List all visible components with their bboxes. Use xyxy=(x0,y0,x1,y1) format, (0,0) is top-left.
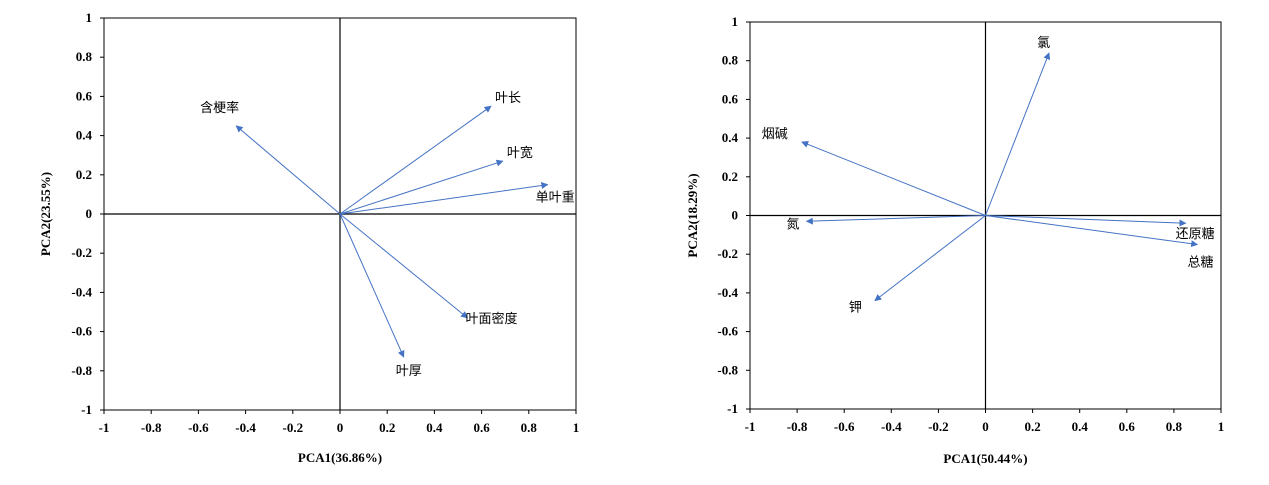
y-tick-label: 1 xyxy=(732,14,739,29)
loading-vector-arrow xyxy=(874,215,986,302)
loading-vector-arrow xyxy=(339,213,405,358)
loading-vector-label: 单叶重 xyxy=(536,190,575,206)
y-tick-label: -0.6 xyxy=(71,324,92,339)
y-tick-label: -0.8 xyxy=(717,362,738,377)
loading-vector-label: 叶长 xyxy=(495,91,521,106)
x-tick-label: 0.2 xyxy=(379,420,395,435)
x-tick-label: -0.4 xyxy=(881,419,902,434)
loading-vector-label: 氮 xyxy=(787,217,800,232)
x-axis-title: PCA1(36.86%) xyxy=(298,450,382,465)
y-tick-label: 0.8 xyxy=(722,53,739,68)
x-tick-label: -0.2 xyxy=(283,420,304,435)
y-tick-label: 0.8 xyxy=(76,49,93,64)
y-tick-label: 0.4 xyxy=(722,130,739,145)
y-tick-label: -0.4 xyxy=(717,285,738,300)
y-tick-label: -0.6 xyxy=(717,324,738,339)
loading-vector-label: 叶面密度 xyxy=(465,311,517,327)
x-tick-label: 0.4 xyxy=(1072,419,1089,434)
y-tick-label: -0.4 xyxy=(71,284,92,299)
loading-vector-label: 叶宽 xyxy=(507,145,533,161)
loading-vector-arrow xyxy=(235,125,341,215)
x-tick-label: -0.6 xyxy=(834,419,855,434)
loading-vector-label: 含梗率 xyxy=(200,100,239,116)
x-tick-label: 0.2 xyxy=(1024,419,1040,434)
loading-vector-label: 烟碱 xyxy=(762,127,788,142)
x-tick-label: 1 xyxy=(573,420,580,435)
loading-vector-arrow xyxy=(339,105,492,215)
y-axis-title: PCA2(23.55%) xyxy=(38,172,53,256)
y-tick-label: 0.6 xyxy=(76,88,93,103)
chart-panel-chemical-components: -1 -0.8 -0.6 -0.4 -0.2 0 0.2 0.4 0.6 0.8 1 1 0.8 0.6 0… xyxy=(685,14,1224,466)
x-tick-label: 0.6 xyxy=(473,420,490,435)
x-axis-title: PCA1(50.44%) xyxy=(943,451,1027,466)
x-tick-label: 0 xyxy=(982,419,989,434)
loading-vector-arrow xyxy=(339,159,504,215)
x-tick-label: -0.2 xyxy=(928,419,949,434)
x-tick-label: 0.4 xyxy=(426,420,443,435)
y-tick-label: -0.2 xyxy=(717,246,738,261)
loading-vector-arrow xyxy=(985,215,1187,227)
y-tick-label: 0.2 xyxy=(722,169,738,184)
y-tick-label: 1 xyxy=(86,10,93,25)
x-tick-label: -0.8 xyxy=(787,419,808,434)
x-tick-label: -1 xyxy=(745,419,756,434)
y-axis-title: PCA2(18.29%) xyxy=(685,173,700,257)
y-tick-label: 0 xyxy=(86,206,93,221)
loading-vector-arrow xyxy=(801,141,986,216)
y-tick-label: 0 xyxy=(732,208,739,223)
x-tick-label: -0.4 xyxy=(235,420,256,435)
y-tick-label: -0.2 xyxy=(71,245,92,260)
y-tick-label: -1 xyxy=(727,401,738,416)
x-tick-label: -0.6 xyxy=(188,420,209,435)
y-tick-label: 0.4 xyxy=(76,128,93,143)
x-tick-label: 0 xyxy=(337,420,344,435)
x-tick-label: 1 xyxy=(1218,419,1225,434)
loading-vector-label: 还原糖 xyxy=(1176,226,1215,242)
y-tick-label: 0.2 xyxy=(76,167,92,182)
x-tick-label: 0.8 xyxy=(521,420,538,435)
y-tick-label: -0.8 xyxy=(71,363,92,378)
y-tick-label: 0.6 xyxy=(722,91,739,106)
loading-vector-arrow xyxy=(805,215,986,225)
x-tick-label: 0.8 xyxy=(1166,419,1183,434)
chart-panel-plant-traits: -1 -0.8 -0.6 -0.4 -0.2 0 0.2 0.4 0.6 0.8 1 1 0.8 0.6 0… xyxy=(38,10,579,465)
loading-vector-arrow xyxy=(985,52,1051,216)
loading-vector-label: 氯 xyxy=(1037,36,1050,51)
loading-vector-label: 总糖 xyxy=(1187,255,1213,271)
loading-vector-arrow xyxy=(339,213,468,319)
loading-vector-label: 钾 xyxy=(849,301,862,316)
x-tick-label: -0.8 xyxy=(141,420,162,435)
x-tick-label: 0.6 xyxy=(1119,419,1136,434)
y-tick-label: -1 xyxy=(81,402,92,417)
loading-vector-arrow xyxy=(985,215,1199,248)
loading-vector-arrow xyxy=(339,182,549,215)
x-tick-label: -1 xyxy=(99,420,110,435)
loading-vector-label: 叶厚 xyxy=(396,364,422,379)
